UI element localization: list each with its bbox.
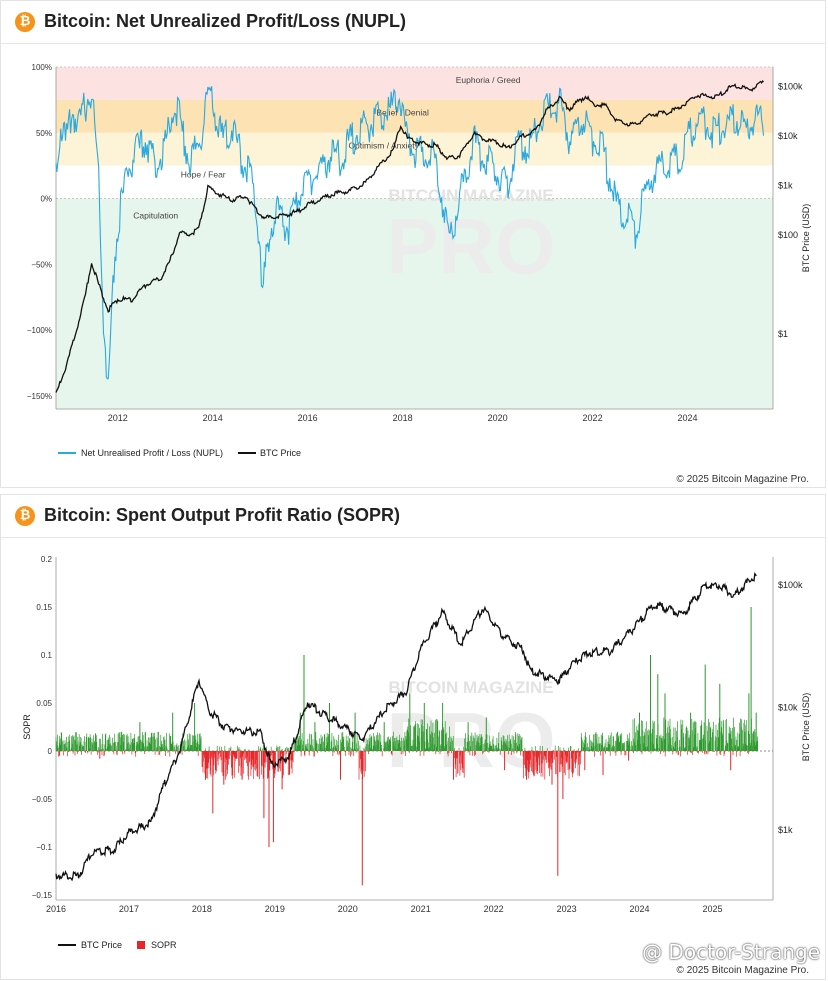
y-left-tick: 0%: [40, 195, 52, 204]
x-tick: 2018: [192, 904, 212, 914]
nupl-series-line: [55, 86, 765, 380]
x-tick: 2022: [484, 904, 504, 914]
x-tick: 2024: [630, 904, 650, 914]
btc-price-series-line: [55, 80, 764, 393]
x-tick: 2022: [583, 413, 603, 423]
y-right-axis-label: BTC Price (USD): [801, 204, 811, 273]
y-right-tick: $1: [778, 329, 788, 339]
nupl-title: Bitcoin: Net Unrealized Profit/Loss (NUP…: [44, 11, 407, 31]
y-left-tick: 50%: [36, 129, 52, 138]
x-tick: 2021: [411, 904, 431, 914]
y-right-tick: $100: [778, 230, 798, 240]
legend-label-btc: BTC Price: [81, 940, 122, 950]
y-left-tick: −100%: [27, 326, 52, 335]
x-tick: 2024: [678, 413, 698, 423]
nupl-header: ₿ Bitcoin: Net Unrealized Profit/Loss (N…: [1, 1, 825, 44]
zone-label-2: Optimism / Anxiety: [348, 141, 419, 151]
x-tick: 2018: [393, 413, 413, 423]
sopr-panel: ₿ Bitcoin: Spent Output Profit Ratio (SO…: [0, 494, 826, 980]
watermark-line1: BITCOIN MAGAZINE: [388, 186, 553, 205]
watermark-line2: PRO: [386, 202, 555, 290]
y-left-tick: −0.1: [36, 843, 52, 852]
zone-label-3: Hope / Fear: [181, 169, 226, 179]
watermark-line1: BITCOIN MAGAZINE: [388, 678, 553, 697]
legend-label-btc: BTC Price: [260, 448, 301, 458]
y-right-tick: $1k: [778, 825, 793, 835]
y-right-tick: $100k: [778, 82, 803, 92]
zone-band-0: [56, 67, 773, 100]
y-left-tick: 0.2: [41, 555, 53, 564]
x-tick: 2020: [338, 904, 358, 914]
bitcoin-logo-icon: ₿: [15, 12, 35, 32]
sopr-chart: BITCOIN MAGAZINEPRO0.20.150.10.050−0.05−…: [22, 555, 811, 950]
y-right-axis-label: BTC Price (USD): [801, 693, 811, 762]
y-left-tick: 100%: [32, 63, 52, 72]
btc-price-series-line: [55, 572, 757, 882]
y-left-tick: −150%: [27, 392, 52, 401]
legend-swatch-sopr: [137, 941, 145, 949]
y-right-tick: $10k: [778, 131, 798, 141]
sopr-header: ₿ Bitcoin: Spent Output Profit Ratio (SO…: [1, 495, 825, 538]
x-tick: 2017: [119, 904, 139, 914]
x-tick: 2016: [298, 413, 318, 423]
y-left-tick: 0: [48, 747, 53, 756]
y-right-tick: $10k: [778, 703, 798, 713]
sopr-credit: © 2025 Bitcoin Magazine Pro.: [676, 965, 809, 976]
y-left-tick: −0.15: [32, 891, 53, 900]
zone-label-0: Euphoria / Greed: [456, 75, 521, 85]
x-tick: 2014: [203, 413, 223, 423]
x-tick: 2025: [702, 904, 722, 914]
y-left-tick: −50%: [31, 260, 52, 269]
y-left-tick: 0.05: [36, 699, 52, 708]
x-tick: 2016: [46, 904, 66, 914]
zone-band-4: [56, 198, 773, 409]
y-left-axis-label: SOPR: [22, 714, 32, 740]
legend-label-nupl: Net Unrealised Profit / Loss (NUPL): [81, 448, 223, 458]
x-tick: 2012: [108, 413, 128, 423]
zone-label-1: Belief / Denial: [376, 108, 429, 118]
user-watermark: @ Doctor-Strange: [642, 940, 820, 964]
bitcoin-logo-icon: ₿: [15, 506, 35, 526]
nupl-chart: Euphoria / Greed Belief / Denial Optimism …: [27, 63, 811, 458]
y-left-tick: 0.1: [41, 651, 53, 660]
sopr-bars: [55, 607, 759, 886]
nupl-credit: © 2025 Bitcoin Magazine Pro.: [676, 474, 809, 485]
y-right-tick: $100k: [778, 580, 803, 590]
y-left-tick: −0.05: [32, 795, 53, 804]
sopr-title: Bitcoin: Spent Output Profit Ratio (SOPR…: [44, 505, 400, 525]
nupl-panel: ₿ Bitcoin: Net Unrealized Profit/Loss (N…: [0, 0, 826, 488]
zone-label-4: Capitulation: [133, 210, 178, 220]
x-tick: 2023: [557, 904, 577, 914]
x-tick: 2019: [265, 904, 285, 914]
y-left-tick: 0.15: [36, 603, 52, 612]
legend-label-sopr: SOPR: [151, 940, 177, 950]
y-right-tick: $1k: [778, 181, 793, 191]
x-tick: 2020: [488, 413, 508, 423]
